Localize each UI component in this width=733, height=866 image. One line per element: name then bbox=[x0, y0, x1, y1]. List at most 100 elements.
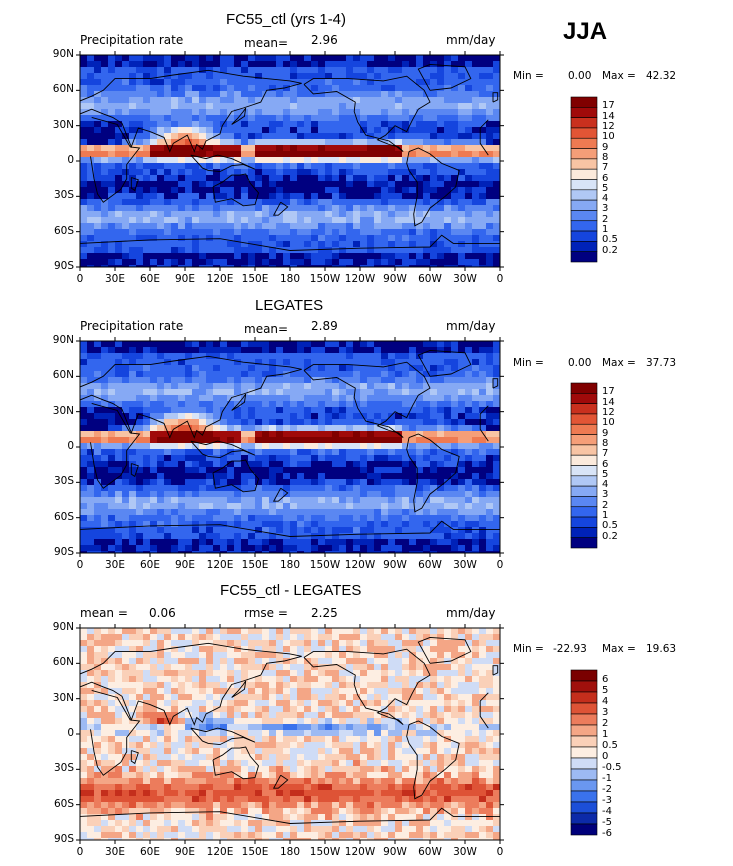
lon-tick-label: 30W bbox=[453, 846, 477, 858]
colorbar-label: -1 bbox=[602, 773, 612, 784]
colorbar-swatch bbox=[570, 516, 598, 528]
colorbar-label: 2 bbox=[602, 499, 609, 511]
lon-tick-label: 90W bbox=[383, 273, 407, 285]
colorbar-swatch bbox=[570, 117, 598, 129]
panel-units-diff: mm/day bbox=[446, 606, 496, 620]
colorbar-swatch bbox=[570, 199, 598, 211]
colorbar-swatch bbox=[570, 823, 598, 836]
min-label-diff: Min = bbox=[513, 643, 544, 655]
colorbar-label: 8 bbox=[602, 151, 609, 163]
colorbar-label: -4 bbox=[602, 806, 612, 817]
colorbar-swatch bbox=[570, 137, 598, 149]
panel-units-model: mm/day bbox=[446, 33, 496, 47]
colorbar-swatch bbox=[570, 158, 598, 170]
lon-tick-label: 120W bbox=[344, 559, 376, 571]
colorbar-label: 12 bbox=[602, 406, 615, 418]
colorbar-label: 6 bbox=[602, 172, 609, 184]
lon-tick-label: 60E bbox=[140, 273, 160, 285]
colorbar-label: 4 bbox=[602, 193, 609, 205]
colorbar-swatch bbox=[570, 210, 598, 222]
lon-tick-label: 0 bbox=[76, 559, 84, 571]
colorbar-swatch bbox=[570, 403, 598, 415]
lat-tick-label: 60N bbox=[52, 369, 74, 382]
lon-tick-label: 60W bbox=[418, 846, 442, 858]
lon-tick-label: 90E bbox=[175, 273, 195, 285]
colorbar-swatch bbox=[570, 713, 598, 726]
colorbar-swatch bbox=[570, 382, 598, 394]
colorbar-obs bbox=[570, 382, 598, 549]
lat-tick-label: 90N bbox=[52, 621, 74, 633]
coastlines bbox=[80, 349, 500, 537]
colorbar-swatch bbox=[570, 220, 598, 232]
colorbar-swatch bbox=[570, 812, 598, 825]
panel-mean-label-model: mean= bbox=[244, 36, 289, 50]
colorbar-label: 1 bbox=[602, 224, 609, 236]
lon-tick-label: 150E bbox=[241, 559, 269, 571]
colorbar-label: 6 bbox=[602, 458, 609, 470]
coastlines bbox=[80, 63, 500, 251]
colorbar-label: 0.2 bbox=[602, 244, 618, 256]
colorbar-label: 7 bbox=[602, 448, 609, 460]
lat-tick-label: 30S bbox=[53, 189, 74, 202]
colorbar-swatch bbox=[570, 669, 598, 682]
max-value-obs: 37.73 bbox=[646, 357, 677, 369]
colorbar-swatch bbox=[570, 496, 598, 508]
colorbar-swatch bbox=[570, 148, 598, 160]
lon-tick-label: 0 bbox=[76, 846, 84, 858]
lon-tick-label: 150W bbox=[309, 559, 341, 571]
colorbar-swatch bbox=[570, 413, 598, 425]
lon-tick-label: 60E bbox=[140, 559, 160, 571]
colorbar-label: 4 bbox=[602, 479, 609, 491]
max-label-obs: Max = bbox=[602, 357, 636, 369]
panel-title-obs: LEGATES bbox=[255, 297, 324, 314]
lon-tick-label: 120W bbox=[344, 273, 376, 285]
panel-mean-value-model: 2.96 bbox=[311, 33, 338, 47]
lat-tick-label: 90S bbox=[53, 260, 74, 272]
map-panel-diff bbox=[76, 624, 504, 844]
colorbar-swatch bbox=[570, 691, 598, 704]
lat-tick-label: 90S bbox=[53, 833, 74, 845]
colorbar-swatch bbox=[570, 107, 598, 118]
season-label: JJA bbox=[563, 18, 608, 45]
colorbar-model bbox=[570, 96, 598, 263]
panel-mean-value-obs: 2.89 bbox=[311, 319, 338, 333]
min-label-obs: Min = bbox=[513, 357, 544, 369]
colorbar-label: 1 bbox=[602, 729, 609, 740]
lon-tick-label: 120E bbox=[206, 846, 234, 858]
colorbar-swatch bbox=[570, 189, 598, 201]
colorbar-label: 0.5 bbox=[602, 520, 618, 532]
lon-tick-label: 0 bbox=[76, 273, 84, 285]
lat-tick-label: 60S bbox=[53, 797, 74, 810]
colorbar-label: 12 bbox=[602, 120, 615, 132]
colorbar-label: 6 bbox=[602, 674, 609, 685]
lon-tick-label: 180 bbox=[279, 846, 301, 858]
precip-field bbox=[80, 341, 500, 553]
max-value-model: 42.32 bbox=[646, 70, 677, 82]
colorbar-label: 14 bbox=[602, 396, 615, 408]
lon-tick-label: 0 bbox=[496, 559, 504, 571]
colorbar-swatch bbox=[570, 434, 598, 446]
lat-tick-label: 30S bbox=[53, 475, 74, 488]
colorbar-label: 9 bbox=[602, 427, 609, 439]
colorbar-swatch bbox=[570, 746, 598, 759]
colorbar-swatch bbox=[570, 127, 598, 139]
min-label-model: Min = bbox=[513, 70, 544, 82]
colorbar-label: 8 bbox=[602, 437, 609, 449]
colorbar-swatch bbox=[570, 475, 598, 487]
lon-tick-label: 150E bbox=[241, 273, 269, 285]
panel-left-label-model: Precipitation rate bbox=[80, 33, 184, 47]
colorbar-label: -2 bbox=[602, 784, 612, 795]
colorbar-swatch bbox=[570, 465, 598, 477]
colorbar-label: 3 bbox=[602, 489, 609, 501]
colorbar-swatch bbox=[570, 768, 598, 781]
panel-mean-label-diff: mean = bbox=[80, 606, 128, 620]
lat-tick-label: 30N bbox=[52, 404, 74, 417]
colorbar-swatch bbox=[570, 790, 598, 803]
panel-left-label-obs: Precipitation rate bbox=[80, 319, 184, 333]
colorbar-label: 10 bbox=[602, 417, 615, 429]
lat-tick-label: 90S bbox=[53, 546, 74, 558]
colorbar-label: 3 bbox=[602, 203, 609, 215]
lon-tick-label: 0 bbox=[496, 846, 504, 858]
lon-tick-label: 150W bbox=[309, 273, 341, 285]
lat-tick-label: 60N bbox=[52, 656, 74, 669]
